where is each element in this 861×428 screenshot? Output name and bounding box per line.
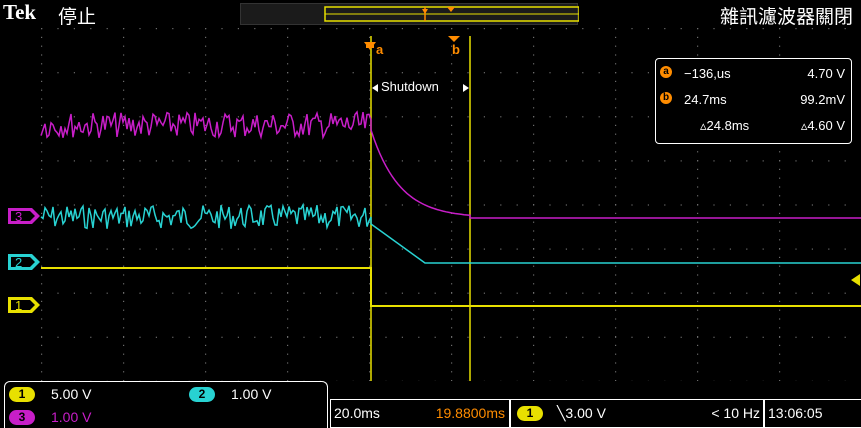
delta-time: ▵24.8ms — [700, 118, 750, 133]
clock-panel: 13:06:05 — [764, 399, 861, 428]
channel-3-scale: 1.00 V — [51, 409, 92, 425]
cursor-a-marker[interactable] — [364, 42, 376, 50]
cursor-readout-panel: a −136,us 4.70 V b 24.7ms 99.2mV ▵24.8ms… — [655, 58, 852, 144]
cursor-b-readout: b 24.7ms 99.2mV — [656, 91, 853, 111]
channel-2-scale: 1.00 V — [231, 386, 272, 402]
cursor-b-time: 24.7ms — [684, 92, 727, 107]
cursor-b-marker[interactable] — [448, 36, 460, 42]
svg-text:1: 1 — [15, 298, 22, 313]
shutdown-arrow-left — [372, 84, 378, 92]
channel-3-waveform — [40, 110, 861, 219]
channel-2-badge[interactable]: 2 — [189, 387, 215, 402]
horizontal-scale: 20.0ms — [334, 405, 380, 421]
channel-3-marker[interactable]: 3 — [8, 208, 40, 224]
shutdown-label: Shutdown — [381, 79, 439, 94]
cursor-a-time: −136,us — [684, 66, 731, 81]
filter-status-title: 雜訊濾波器關閉 — [719, 7, 853, 28]
cursor-b-label: b — [452, 42, 460, 57]
bottom-readout-bar — [0, 381, 861, 428]
delta-value: ▵4.60 V — [800, 118, 845, 133]
cursor-b-badge: b — [660, 92, 676, 108]
channel-scale-panel: 1 5.00 V 2 1.00 V 3 1.00 V — [4, 381, 328, 428]
trigger-panel[interactable]: 1 ╲3.00 V < 10 Hz — [510, 399, 764, 428]
cursor-delta-readout: ▵24.8ms ▵4.60 V — [656, 117, 853, 137]
svg-text:2: 2 — [15, 255, 22, 270]
channel-2-marker[interactable]: 2 — [8, 254, 40, 270]
cursor-a-value: 4.70 V — [807, 66, 845, 81]
horizontal-panel[interactable]: 20.0ms 19.8800ms — [330, 399, 510, 428]
trigger-level-marker[interactable] — [851, 274, 860, 286]
channel-2-waveform — [40, 202, 861, 264]
channel-1-waveform — [41, 267, 861, 307]
channel-1-scale: 5.00 V — [51, 386, 92, 402]
cursor-a-label: a — [376, 42, 384, 57]
acquisition-status: 停止 — [58, 7, 97, 28]
graticule — [41, 28, 846, 381]
channel-1-marker[interactable]: 1 — [8, 297, 40, 313]
trigger-level: ╲3.00 V — [557, 405, 606, 421]
svg-text:3: 3 — [15, 209, 22, 224]
trigger-frequency: < 10 Hz — [711, 405, 760, 421]
cursor-b-value: 99.2mV — [800, 92, 845, 107]
brand-logo: Tek — [3, 0, 37, 24]
shutdown-arrow-right — [463, 84, 469, 92]
clock-time: 13:06:05 — [768, 405, 823, 421]
cursor-a-badge: a — [660, 66, 676, 82]
channel-1-badge[interactable]: 1 — [9, 387, 35, 402]
channel-3-badge[interactable]: 3 — [9, 410, 35, 425]
horizontal-position: 19.8800ms — [435, 405, 505, 421]
waveform-display[interactable]: 3 2 1 — [0, 0, 861, 381]
cursor-a-readout: a −136,us 4.70 V — [656, 65, 853, 85]
trigger-channel-badge: 1 — [517, 406, 543, 421]
top-status-bar: Tek 停止 雜訊濾波器關閉 — [0, 0, 861, 28]
